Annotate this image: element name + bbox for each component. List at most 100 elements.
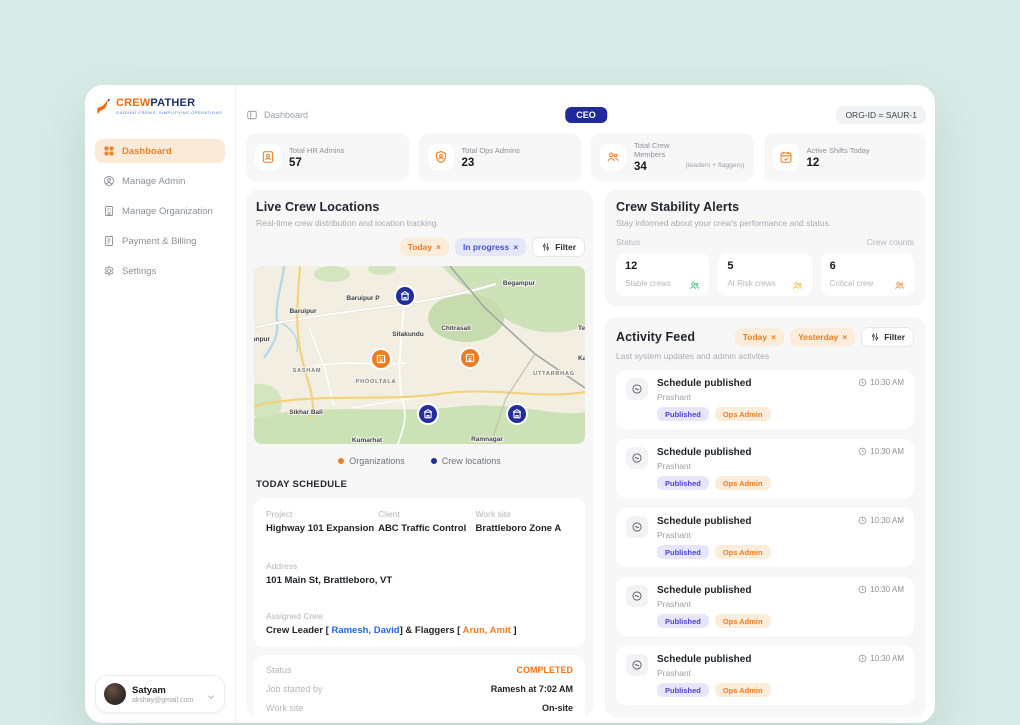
- ops-admin-badge: Ops Admin: [714, 614, 771, 628]
- avatar: [104, 683, 126, 705]
- legend-item: Crew locations: [430, 456, 501, 466]
- stats-row: Total HR Admins 57 Total Ops Admins 23: [246, 133, 926, 181]
- chevron-down-icon: [206, 689, 216, 699]
- feed-item-title: Schedule published: [657, 447, 752, 458]
- message-icon: [626, 654, 648, 676]
- sliders-icon: [872, 333, 879, 341]
- feed-item-actor: Prashant: [657, 530, 692, 540]
- crew-counts-label: Crew counts: [866, 237, 914, 247]
- organization-marker[interactable]: [459, 347, 481, 369]
- filter-chip[interactable]: Today: [734, 328, 785, 346]
- stat-value: 57: [289, 156, 302, 169]
- map-label-begampur: Begampur: [503, 280, 536, 287]
- feed-item-time: 10:30 AM: [858, 654, 904, 663]
- live-crew-panel: Live Crew Locations Real-time crew distr…: [246, 190, 593, 717]
- legend-label: Crew locations: [441, 456, 501, 466]
- crew-location-marker[interactable]: [417, 403, 439, 425]
- stability-label: Critical crew: [829, 279, 874, 288]
- stability-card: 6 Critical crew: [820, 253, 914, 296]
- sidebar-nav-item[interactable]: Dashboard: [95, 139, 225, 164]
- user-name: Satyam: [132, 684, 166, 696]
- stat-label: Total Crew Members: [634, 141, 670, 159]
- legend-dot: [430, 458, 437, 464]
- stat-card: Total Ops Admins 23: [418, 133, 581, 181]
- status-row-label: Status: [266, 665, 292, 675]
- stat-card: Total Crew Members 34 (leaders + flagger…: [591, 133, 754, 181]
- field-value: Brattleboro Zone A: [475, 523, 562, 534]
- stability-label: At Risk crews: [727, 279, 776, 288]
- feed-item-actor: Prashant: [657, 599, 692, 609]
- remove-icon[interactable]: [771, 332, 776, 342]
- schedule-field: Project Highway 101 Expansion: [266, 509, 378, 534]
- map-label-chitrasali: Chitrasali: [441, 325, 471, 332]
- sidebar-nav-item[interactable]: Manage Admin: [95, 169, 225, 193]
- remove-icon[interactable]: [436, 242, 441, 252]
- message-icon: [626, 516, 648, 538]
- sidebar-nav: Dashboard Manage Admin Manage Organizati…: [95, 139, 225, 283]
- field-label: Project: [266, 509, 293, 519]
- clock-icon: [858, 585, 867, 594]
- field-value: ABC Traffic Control: [378, 523, 467, 534]
- stat-icon: [427, 144, 454, 170]
- logo-tagline: GUIDING CREWS, SIMPLIFYING OPERATIONS: [116, 110, 223, 116]
- logo-crew: CREW: [116, 97, 151, 109]
- activity-filter-button[interactable]: Filter: [861, 327, 914, 347]
- field-label: Work site: [475, 509, 511, 519]
- ops-admin-badge: Ops Admin: [714, 545, 771, 559]
- schedule-field: Client ABC Traffic Control: [378, 509, 475, 534]
- crew-leaders[interactable]: Ramesh, David: [331, 625, 400, 636]
- stability-card: 12 Stable crews: [616, 253, 710, 296]
- ops-admin-badge: Ops Admin: [714, 407, 771, 421]
- role-badge: CEO: [565, 107, 607, 123]
- filter-button[interactable]: Filter: [532, 237, 585, 257]
- map-legend: Organizations Crew locations: [254, 456, 585, 466]
- filter-chip[interactable]: Yesterday: [790, 328, 856, 346]
- right-column: Crew Stability Alerts Stay informed abou…: [604, 190, 926, 717]
- map-label-ka: Ka: [578, 355, 585, 362]
- nav-item-icon: [103, 145, 115, 157]
- sidebar-nav-item[interactable]: Manage Organization: [95, 199, 225, 223]
- sidebar-nav-item[interactable]: Payment & Billing: [95, 229, 225, 253]
- sidebar-toggle-icon[interactable]: [246, 109, 258, 121]
- map-label-ter: Ter: [578, 325, 585, 332]
- clock-icon: [858, 447, 867, 456]
- stability-value: 5: [727, 260, 734, 272]
- organization-marker[interactable]: [370, 348, 392, 370]
- status-row-value: On-site: [541, 703, 573, 713]
- feed-item: Schedule published Prashant Published Op…: [616, 370, 914, 429]
- map-label-sikhar-bali: Sikhar Bali: [289, 409, 323, 416]
- nav-item-label: Dashboard: [122, 145, 172, 157]
- sidebar-nav-item[interactable]: Settings: [95, 259, 225, 283]
- crew-location-marker[interactable]: [394, 285, 416, 307]
- ops-admin-badge: Ops Admin: [714, 683, 771, 697]
- stat-icon: [600, 144, 626, 170]
- remove-icon[interactable]: [513, 242, 518, 252]
- feed-item-actor: Prashant: [657, 668, 692, 678]
- user-email: akshay@gmail.com: [132, 696, 194, 704]
- activity-feed-panel: Activity Feed Today Yesterday Filter: [604, 317, 926, 717]
- remove-icon[interactable]: [842, 332, 847, 342]
- assigned-crew-label: Assigned Crew: [266, 611, 324, 621]
- stat-icon: [772, 144, 799, 170]
- schedule-field: Work site Brattleboro Zone A: [476, 509, 573, 534]
- status-row-value: COMPLETED: [516, 665, 573, 675]
- crew-group-icon: [894, 278, 905, 289]
- nav-item-label: Settings: [122, 265, 157, 277]
- filter-chip[interactable]: In progress: [454, 238, 527, 256]
- app-window: CREWPATHER GUIDING CREWS, SIMPLIFYING OP…: [85, 85, 935, 723]
- map-label-baruipur-p: Baruipur P: [346, 295, 380, 302]
- live-crew-filters: Today In progress Filter: [254, 237, 585, 257]
- live-crew-subtitle: Real-time crew distribution and location…: [256, 218, 439, 228]
- filter-chip[interactable]: Today: [399, 238, 449, 256]
- stat-value: 23: [461, 156, 475, 169]
- crew-map[interactable]: Baruipur P Baruipur Begampur Chitrasali …: [254, 266, 585, 444]
- crew-flaggers[interactable]: Arun, Amit: [462, 625, 511, 636]
- published-badge: Published: [657, 614, 709, 628]
- crew-location-marker[interactable]: [506, 403, 528, 425]
- feed-item: Schedule published Prashant Published Op…: [616, 646, 914, 705]
- logo-text: CREWPATHER GUIDING CREWS, SIMPLIFYING OP…: [116, 97, 222, 115]
- nav-item-label: Payment & Billing: [122, 235, 197, 247]
- feed-item-time: 10:30 AM: [858, 447, 904, 456]
- logo-pather: PATHER: [150, 97, 196, 109]
- user-menu[interactable]: Satyam akshay@gmail.com: [95, 675, 225, 713]
